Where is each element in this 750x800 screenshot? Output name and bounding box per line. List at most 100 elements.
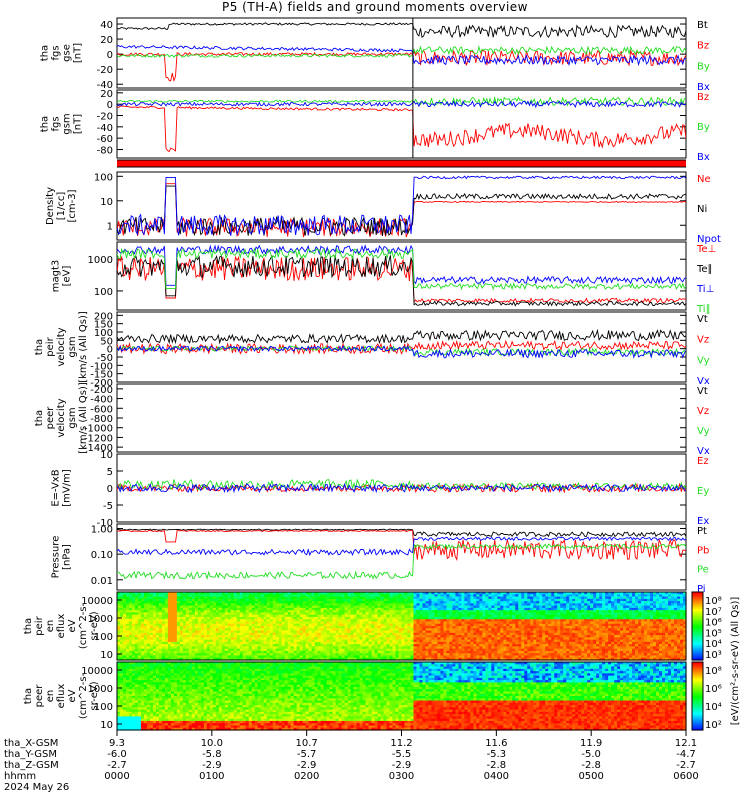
spectrogram-cell: [293, 650, 298, 654]
spectrogram-cell: [293, 612, 298, 616]
spectrogram-cell: [311, 601, 316, 604]
spectrogram-cell: [479, 614, 483, 618]
spectrogram-cell: [332, 598, 337, 602]
spectrogram-cell: [290, 596, 295, 600]
spectrogram-cell: [398, 650, 403, 654]
spectrogram-cell: [188, 635, 193, 638]
spectrogram-cell: [212, 621, 217, 625]
spectrogram-cell: [248, 655, 253, 659]
spectrogram-cell: [587, 623, 591, 627]
spectrogram-cell: [140, 601, 145, 604]
spectrogram-cell: [323, 592, 328, 595]
spectrogram-cell: [539, 641, 543, 645]
spectrogram-cell: [320, 626, 325, 629]
spectrogram-cell: [341, 628, 346, 632]
spectrogram-cell: [179, 628, 184, 632]
legend-By: By: [697, 61, 710, 72]
spectrogram-cell: [434, 644, 439, 647]
spectrogram-cell: [203, 653, 208, 657]
spectrogram-cell: [461, 616, 465, 620]
spectrogram-cell: [455, 641, 459, 645]
spectrogram-cell: [350, 596, 355, 600]
spectrogram-cell: [311, 650, 316, 654]
spectrogram-cell: [117, 603, 121, 607]
spectrogram-cell: [419, 630, 424, 634]
spectrogram-cell: [227, 607, 232, 611]
spectrogram-cell: [575, 655, 579, 659]
spectrogram-cell: [146, 635, 151, 638]
spectrogram-cell: [149, 605, 154, 609]
spectrogram-cell: [230, 632, 235, 636]
spectrogram-cell: [365, 639, 370, 643]
spectrogram-cell: [131, 623, 136, 627]
spectrogram-cell: [290, 598, 295, 602]
spectrogram-cell: [530, 603, 534, 607]
spectrogram-cell: [461, 610, 465, 613]
spectrogram-cell: [191, 596, 196, 600]
spectrogram-cell: [494, 614, 498, 618]
spectrogram-cell: [122, 657, 127, 661]
spectrogram-cell: [344, 635, 349, 638]
spectrogram-cell: [164, 614, 169, 618]
spectrogram-cell: [359, 605, 364, 609]
spectrogram-cell: [254, 605, 259, 609]
spectrogram-cell: [230, 619, 235, 623]
spectrogram-cell: [488, 648, 492, 652]
spectrogram-cell: [434, 614, 439, 618]
spectrogram-cell: [230, 605, 235, 609]
spectrogram-cell: [182, 594, 187, 598]
spectrogram-cell: [200, 644, 205, 647]
spectrogram-cell: [302, 596, 307, 600]
spectrogram-cell: [497, 598, 501, 602]
spectrogram-cell: [329, 657, 334, 661]
spectrogram-cell: [407, 630, 412, 634]
spectrogram-cell: [581, 632, 585, 636]
spectrogram-cell: [503, 592, 507, 595]
spectrogram-cell: [134, 648, 139, 652]
spectrogram-cell: [437, 601, 442, 604]
spectrogram-cell: [392, 641, 397, 645]
spectrogram-cell: [509, 630, 513, 634]
spectrogram-cell: [377, 598, 382, 602]
spectrogram-cell: [233, 619, 238, 623]
spectrogram-cell: [350, 614, 355, 618]
spectrogram-cell: [158, 603, 163, 607]
spectrogram-cell: [389, 635, 394, 638]
spectrogram-cell: [173, 650, 178, 654]
spectrogram-cell: [440, 626, 445, 629]
spectrogram-cell: [398, 592, 403, 595]
spectrogram-cell: [314, 635, 319, 638]
spectrogram-cell: [257, 619, 262, 623]
spectrogram-cell: [317, 605, 322, 609]
spectrogram-cell: [533, 639, 537, 643]
spectrogram-cell: [269, 603, 274, 607]
spectrogram-cell: [563, 610, 567, 613]
spectrogram-cell: [134, 644, 139, 647]
spectrogram-cell: [191, 623, 196, 627]
panel-pressure-ylabel-0: Pressure: [51, 536, 62, 579]
spectrogram-cell: [419, 623, 424, 627]
spectrogram-cell: [302, 628, 307, 632]
spectrogram-cell: [155, 619, 160, 623]
spectrogram-cell: [203, 637, 208, 641]
spectrogram-cell: [137, 637, 142, 641]
spectrogram-cell: [317, 655, 322, 659]
spectrogram-cell: [422, 601, 427, 604]
spectrogram-cell: [548, 655, 552, 659]
spectrogram-cell: [449, 650, 454, 654]
spectrogram-cell: [170, 635, 175, 638]
spectrogram-cell: [566, 655, 570, 659]
spectrogram-cell: [512, 621, 516, 625]
spectrogram-cell: [335, 612, 340, 616]
spectrogram-cell: [248, 650, 253, 654]
spectrogram-cell: [485, 614, 489, 618]
spectrogram-cell: [554, 619, 558, 623]
spectrogram-cell: [371, 592, 376, 595]
spectrogram-cell: [266, 592, 271, 595]
spectrogram-cell: [581, 607, 585, 611]
spectrogram-cell: [500, 596, 504, 600]
spectrogram-cell: [173, 605, 178, 609]
spectrogram-cell: [287, 596, 292, 600]
spectrogram-cell: [296, 598, 301, 602]
spectrogram-cell: [269, 616, 274, 620]
